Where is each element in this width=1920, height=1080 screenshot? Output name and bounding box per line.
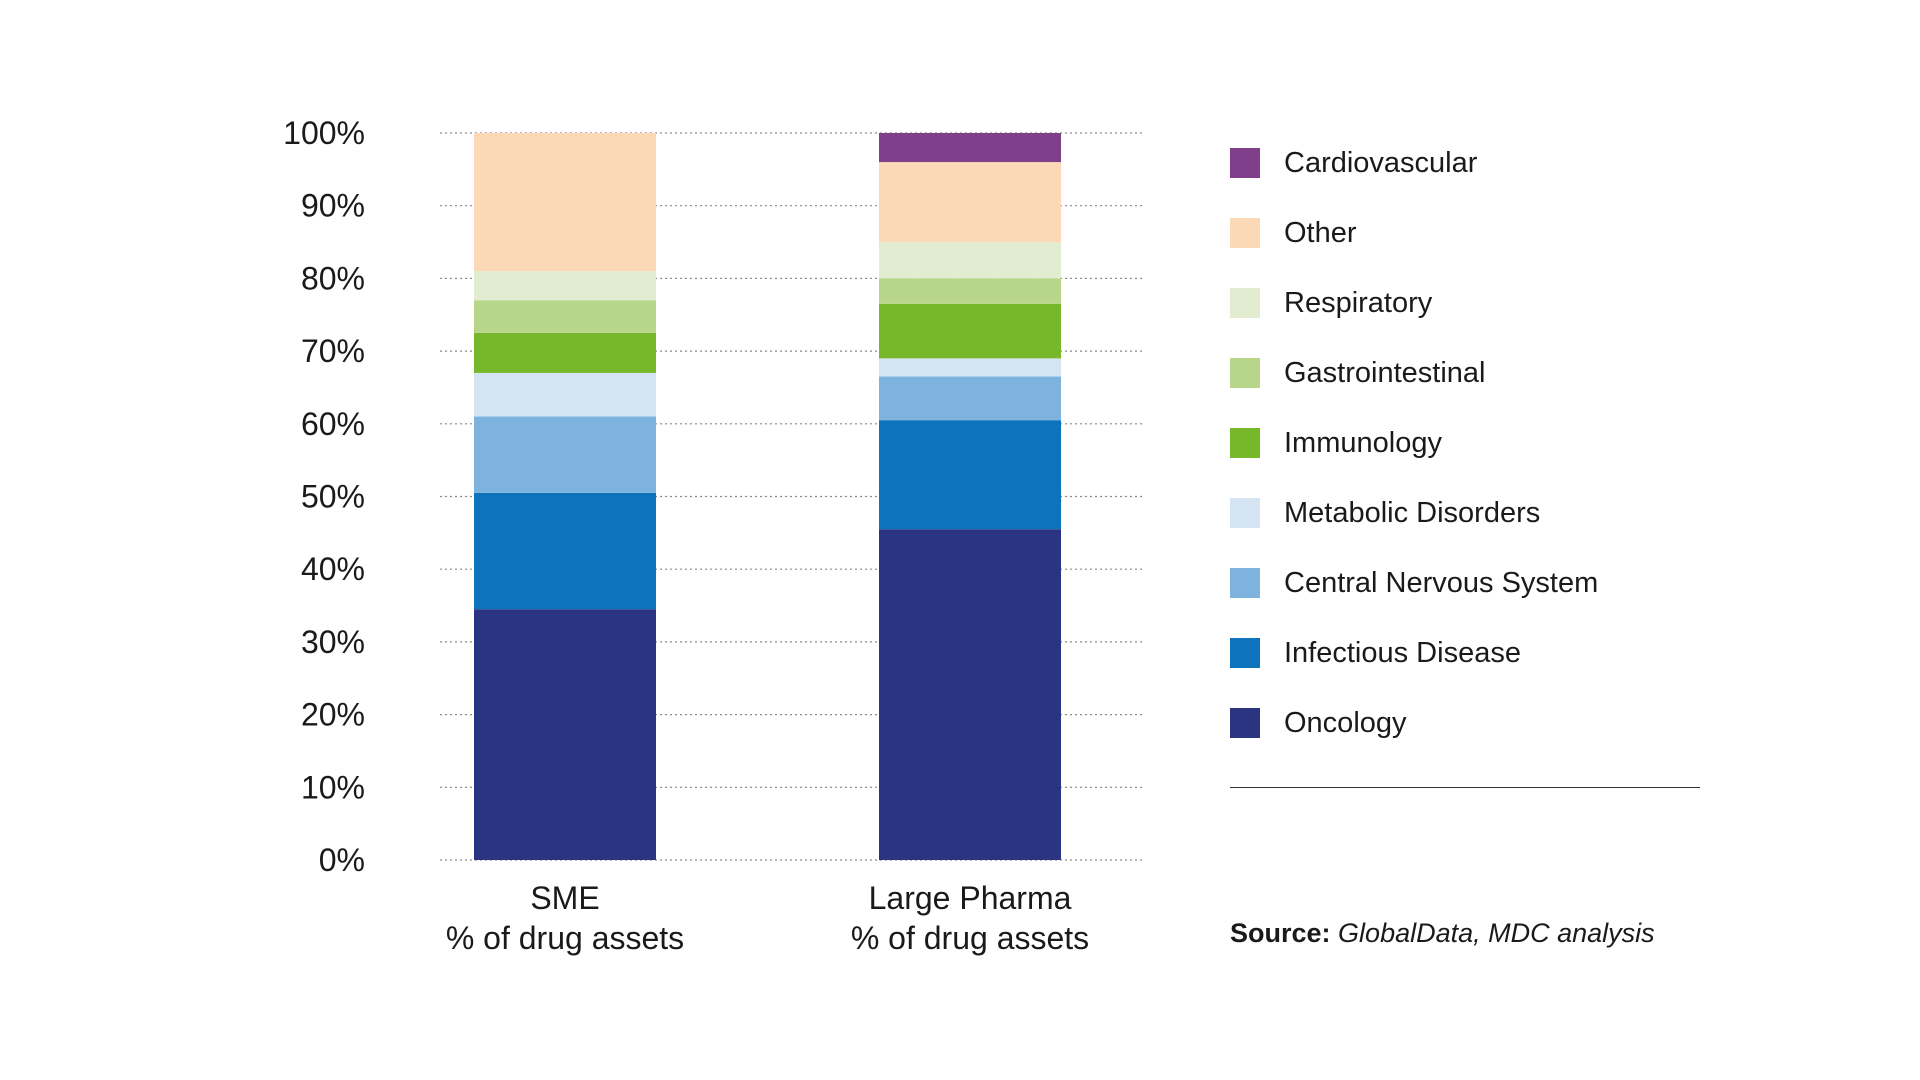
legend-swatch [1230,288,1260,318]
legend-swatch [1230,148,1260,178]
y-tick-label: 20% [301,697,365,733]
bar-segment-large-pharma-metabolic-disorders [879,358,1061,377]
legend-swatch [1230,638,1260,668]
bar-segment-large-pharma-respiratory [879,242,1061,279]
legend-swatch [1230,568,1260,598]
legend-item-metabolic-disorders: Metabolic Disorders [1230,478,1710,548]
bar-segment-large-pharma-infectious-disease [879,420,1061,530]
legend-label: Respiratory [1284,286,1433,319]
x-category-label-large-pharma: Large Pharma % of drug assets [851,880,1089,956]
legend-item-central-nervous-system: Central Nervous System [1230,548,1710,618]
legend-swatch [1230,498,1260,528]
bar-segment-large-pharma-immunology [879,303,1061,359]
legend-label: Central Nervous System [1284,566,1599,599]
legend-divider [1230,787,1700,788]
x-category-line: Large Pharma [869,880,1072,916]
legend-item-other: Other [1230,198,1710,268]
x-category-line: % of drug assets [851,920,1089,956]
y-tick-label: 40% [301,551,365,587]
legend-item-oncology: Oncology [1230,688,1710,758]
legend-label: Oncology [1284,706,1407,739]
bar-segment-sme-metabolic-disorders [474,372,656,417]
legend: Cardiovascular Other Respiratory Gastrointe… [1230,128,1710,758]
stacked-bar-chart: 0% 10% 20% 30% 40% 50% 60% 70% 80% 90% 100% SME % o… [283,115,1145,956]
bar-segment-sme-immunology [474,332,656,373]
y-tick-label: 70% [301,333,365,369]
bar-segment-large-pharma-cardiovascular [879,133,1061,163]
x-category-label-sme: SME % of drug assets [446,880,684,956]
y-tick-label: 100% [283,115,365,151]
y-tick-label: 0% [319,842,365,878]
legend-item-respiratory: Respiratory [1230,268,1710,338]
y-tick-label: 30% [301,624,365,660]
bar-segment-large-pharma-oncology [879,529,1061,860]
legend-item-infectious-disease: Infectious Disease [1230,618,1710,688]
legend-label: Other [1284,216,1357,249]
bar-segment-sme-infectious-disease [474,492,656,610]
source-label: Source: [1230,918,1331,948]
legend-item-immunology: Immunology [1230,408,1710,478]
source-text: GlobalData, MDC analysis [1338,918,1655,948]
y-tick-label: 80% [301,260,365,296]
bar-segment-large-pharma-central-nervous-system [879,376,1061,421]
source-note: Source: GlobalData, MDC analysis [1230,918,1655,949]
legend-swatch [1230,218,1260,248]
bar-segment-large-pharma-gastrointestinal [879,278,1061,304]
bar-segment-sme-central-nervous-system [474,416,656,493]
bar-segment-large-pharma-other [879,162,1061,243]
bar-segment-sme-oncology [474,609,656,860]
legend-swatch [1230,358,1260,388]
x-category-line: % of drug assets [446,920,684,956]
y-tick-label: 60% [301,406,365,442]
legend-label: Cardiovascular [1284,146,1478,179]
x-category-line: SME [530,880,599,916]
x-axis: SME % of drug assets Large Pharma % of drug… [446,880,1089,956]
bars [474,133,1061,860]
bar-segment-sme-other [474,133,656,272]
y-tick-label: 90% [301,188,365,224]
legend-label: Infectious Disease [1284,636,1521,669]
bar-segment-sme-respiratory [474,271,656,301]
y-tick-label: 50% [301,479,365,515]
legend-swatch [1230,428,1260,458]
legend-item-gastrointestinal: Gastrointestinal [1230,338,1710,408]
legend-label: Gastrointestinal [1284,356,1486,389]
bar-segment-sme-gastrointestinal [474,300,656,333]
legend-label: Metabolic Disorders [1284,496,1541,529]
y-tick-label: 10% [301,769,365,805]
legend-swatch [1230,708,1260,738]
y-axis: 0% 10% 20% 30% 40% 50% 60% 70% 80% 90% 100% [283,115,365,878]
legend-item-cardiovascular: Cardiovascular [1230,128,1710,198]
legend-label: Immunology [1284,426,1442,459]
